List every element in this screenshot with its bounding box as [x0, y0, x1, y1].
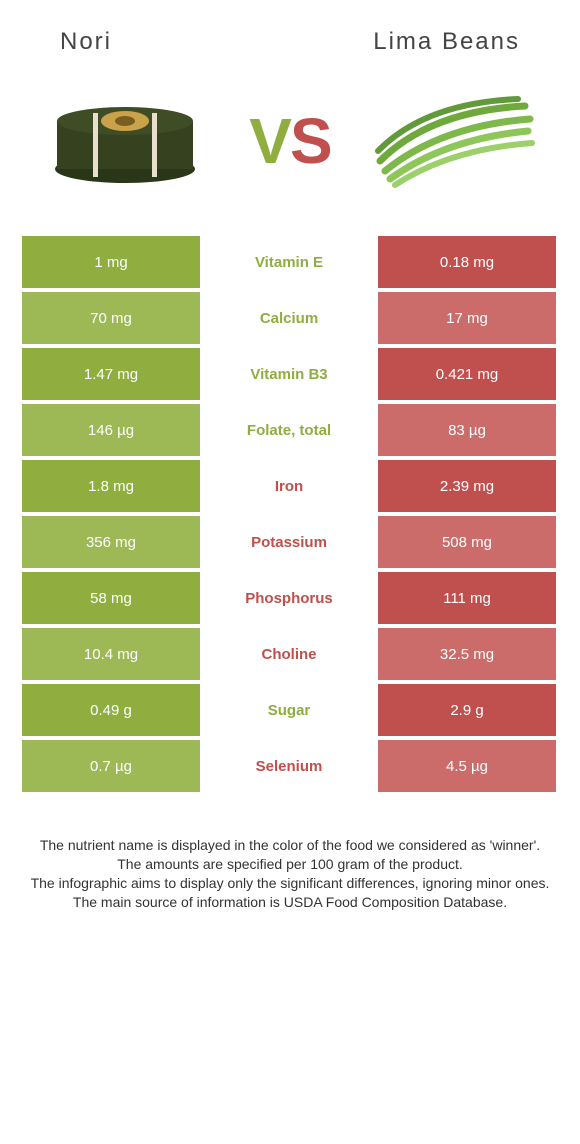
nutrient-label: Potassium	[200, 516, 378, 568]
nutrient-row: 0.49 gSugar2.9 g	[22, 684, 558, 736]
nutrient-row: 70 mgCalcium17 mg	[22, 292, 558, 344]
nutrient-row: 146 µgFolate, total83 µg	[22, 404, 558, 456]
nutrient-row: 0.7 µgSelenium4.5 µg	[22, 740, 558, 792]
vs-v: V	[249, 105, 290, 177]
vs-s: S	[290, 105, 331, 177]
nutrient-label: Calcium	[200, 292, 378, 344]
nutrient-table: 1 mgVitamin E0.18 mg70 mgCalcium17 mg1.4…	[0, 236, 580, 792]
left-value: 58 mg	[22, 572, 200, 624]
nutrient-row: 10.4 mgCholine32.5 mg	[22, 628, 558, 680]
nutrient-row: 1 mgVitamin E0.18 mg	[22, 236, 558, 288]
nutrient-row: 356 mgPotassium508 mg	[22, 516, 558, 568]
nutrient-label: Iron	[200, 460, 378, 512]
nutrient-label: Choline	[200, 628, 378, 680]
right-value: 111 mg	[378, 572, 556, 624]
footer-line-2: The amounts are specified per 100 gram o…	[30, 855, 550, 874]
nutrient-row: 58 mgPhosphorus111 mg	[22, 572, 558, 624]
nutrient-label: Vitamin B3	[200, 348, 378, 400]
vs-row: VS	[0, 56, 580, 236]
nutrient-label: Selenium	[200, 740, 378, 792]
footer-line-1: The nutrient name is displayed in the co…	[30, 836, 550, 855]
left-value: 0.7 µg	[22, 740, 200, 792]
left-value: 356 mg	[22, 516, 200, 568]
right-value: 4.5 µg	[378, 740, 556, 792]
right-value: 83 µg	[378, 404, 556, 456]
right-food-title: Lima Beans	[373, 28, 520, 56]
right-value: 0.421 mg	[378, 348, 556, 400]
nutrient-row: 1.47 mgVitamin B30.421 mg	[22, 348, 558, 400]
footer-line-3: The infographic aims to display only the…	[30, 874, 550, 893]
nutrient-label: Folate, total	[200, 404, 378, 456]
nutrient-label: Sugar	[200, 684, 378, 736]
right-value: 32.5 mg	[378, 628, 556, 680]
nutrient-label: Phosphorus	[200, 572, 378, 624]
left-value: 10.4 mg	[22, 628, 200, 680]
footer-notes: The nutrient name is displayed in the co…	[0, 796, 580, 912]
nutrient-label: Vitamin E	[200, 236, 378, 288]
footer-line-4: The main source of information is USDA F…	[30, 893, 550, 912]
left-value: 70 mg	[22, 292, 200, 344]
left-value: 1.47 mg	[22, 348, 200, 400]
header: Nori Lima Beans	[0, 0, 580, 56]
right-value: 17 mg	[378, 292, 556, 344]
left-value: 1.8 mg	[22, 460, 200, 512]
left-value: 146 µg	[22, 404, 200, 456]
nori-icon	[40, 86, 210, 196]
right-value: 508 mg	[378, 516, 556, 568]
right-value: 2.39 mg	[378, 460, 556, 512]
vs-label: VS	[249, 104, 330, 178]
lima-beans-icon	[370, 86, 540, 196]
right-value: 2.9 g	[378, 684, 556, 736]
right-value: 0.18 mg	[378, 236, 556, 288]
left-food-title: Nori	[60, 28, 112, 56]
nutrient-row: 1.8 mgIron2.39 mg	[22, 460, 558, 512]
left-value: 1 mg	[22, 236, 200, 288]
left-value: 0.49 g	[22, 684, 200, 736]
